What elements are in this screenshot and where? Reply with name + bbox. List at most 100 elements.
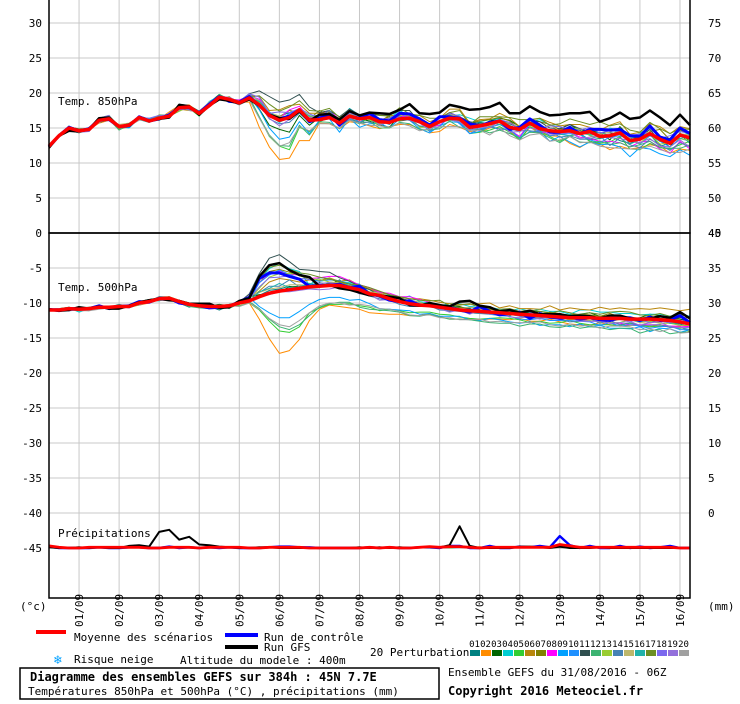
pert-swatch <box>569 650 579 656</box>
left-tick-label: -5 <box>29 262 42 275</box>
pert-swatch <box>657 650 667 656</box>
pert-swatch <box>536 650 546 656</box>
pert-number: 18 <box>656 640 667 650</box>
chart-title: Diagramme des ensembles GEFS sur 384h : … <box>30 670 377 684</box>
pert-swatch <box>525 650 535 656</box>
x-tick-label: 11/09 <box>474 594 487 627</box>
right-tick-label: 55 <box>708 157 721 170</box>
legend-perturbations-label: 20 Perturbations <box>370 646 476 659</box>
title-box <box>19 667 440 700</box>
pert-swatch <box>668 650 678 656</box>
right-tick-label: 60 <box>708 122 721 135</box>
legend-control-label: Run de contrôle <box>264 631 363 644</box>
legend-mean-label: Moyenne des scénarios <box>74 631 213 644</box>
x-tick-label: 12/09 <box>514 594 527 627</box>
altitude-label: Altitude du modele : 400m <box>180 654 346 667</box>
pert-number: 01 <box>469 640 480 650</box>
x-tick-label: 10/09 <box>434 594 447 627</box>
pert-number: 05 <box>513 640 524 650</box>
panel-label-t500: Temp. 500hPa <box>58 281 137 294</box>
right-tick-label: 0 <box>708 507 715 520</box>
left-tick-label: 5 <box>35 192 42 205</box>
left-tick-label: 20 <box>29 87 42 100</box>
left-tick-label: -15 <box>22 332 42 345</box>
pert-number: 19 <box>667 640 678 650</box>
copyright: Copyright 2016 Meteociel.fr <box>448 684 643 698</box>
pert-swatch <box>558 650 568 656</box>
pert-swatch <box>591 650 601 656</box>
right-tick-label: 65 <box>708 87 721 100</box>
x-tick-label: 03/09 <box>153 594 166 627</box>
right-tick-label: 15 <box>708 402 721 415</box>
right-tick-label: 45 <box>708 227 721 240</box>
x-tick-label: 07/09 <box>313 594 326 627</box>
pert-number: 11 <box>579 640 590 650</box>
pert-number: 02 <box>480 640 491 650</box>
right-tick-label: 25 <box>708 332 721 345</box>
x-tick-label: 15/09 <box>634 594 647 627</box>
left-tick-label: -25 <box>22 402 42 415</box>
panel-frames <box>48 0 691 599</box>
pert-number: 07 <box>535 640 546 650</box>
snowflake-icon: ❄ <box>53 653 62 668</box>
left-tick-label: 25 <box>29 52 42 65</box>
x-tick-label: 04/09 <box>193 594 206 627</box>
legend-snow-label: Risque neige <box>74 653 153 666</box>
right-tick-label: 40 <box>708 227 721 240</box>
x-tick-label: 08/09 <box>353 594 366 627</box>
series-mean-t850 <box>47 95 691 148</box>
right-unit-label: (mm) <box>708 600 735 613</box>
right-tick-label: 70 <box>708 52 721 65</box>
left-unit-label: (°c) <box>20 600 47 613</box>
right-tick-label: 10 <box>708 437 721 450</box>
pert-swatch <box>514 650 524 656</box>
pert-number: 03 <box>491 640 502 650</box>
panel-label-t850: Temp. 850hPa <box>58 95 137 108</box>
pert-number: 15 <box>623 640 634 650</box>
x-tick-label: 01/09 <box>73 594 86 627</box>
pert-swatch <box>580 650 590 656</box>
pert-number: 14 <box>612 640 623 650</box>
pert-swatch <box>547 650 557 656</box>
right-tick-label: 35 <box>708 262 721 275</box>
series-mean-t500 <box>49 283 691 326</box>
x-tick-label: 14/09 <box>594 594 607 627</box>
left-tick-label: 0 <box>35 227 42 240</box>
left-tick-label: -20 <box>22 367 42 380</box>
left-tick-label: 10 <box>29 157 42 170</box>
x-tick-label: 06/09 <box>273 594 286 627</box>
pert-swatch <box>624 650 634 656</box>
right-tick-label: 20 <box>708 367 721 380</box>
left-tick-label: -30 <box>22 437 42 450</box>
pert-number: 06 <box>524 640 535 650</box>
pert-swatch <box>470 650 480 656</box>
pert-number: 20 <box>678 640 689 650</box>
pert-swatch <box>613 650 623 656</box>
left-tick-label: 30 <box>29 17 42 30</box>
pert-number: 10 <box>568 640 579 650</box>
left-tick-label: 15 <box>29 122 42 135</box>
right-tick-label: 50 <box>708 192 721 205</box>
pert-number: 16 <box>634 640 645 650</box>
x-tick-label: 02/09 <box>113 594 126 627</box>
left-tick-label: -40 <box>22 507 42 520</box>
x-tick-label: 13/09 <box>554 594 567 627</box>
pert-number: 12 <box>590 640 601 650</box>
perturbation-swatches: 01 02 03 04 05 06 07 08 09 10 11 12 13 14 15 16 17 18 19 20 <box>469 640 689 656</box>
frame-t500 <box>48 232 691 599</box>
right-tick-label: 30 <box>708 297 721 310</box>
x-tick-label: 16/09 <box>674 594 687 627</box>
chart-subtitle: Températures 850hPa et 500hPa (°C) , pré… <box>28 685 399 698</box>
pert-number: 04 <box>502 640 513 650</box>
pert-number: 13 <box>601 640 612 650</box>
right-tick-label: 75 <box>708 17 721 30</box>
series-lines <box>47 90 691 550</box>
pert-number: 08 <box>546 640 557 650</box>
panel-label-precip: Précipitations <box>58 527 151 540</box>
left-tick-label: -35 <box>22 472 42 485</box>
axis-labels: 302520151050-5-10-15-20-25-30-35-40-4575… <box>22 17 721 627</box>
x-tick-label: 05/09 <box>233 594 246 627</box>
pert-swatch <box>481 650 491 656</box>
